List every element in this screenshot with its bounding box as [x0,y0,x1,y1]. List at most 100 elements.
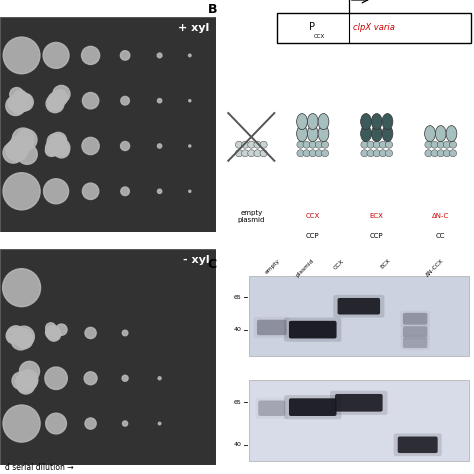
Ellipse shape [449,150,456,157]
Text: CCX: CCX [314,34,325,38]
Ellipse shape [449,141,456,148]
Circle shape [44,179,69,204]
Ellipse shape [254,150,261,157]
Circle shape [56,324,67,335]
Ellipse shape [437,141,444,148]
Circle shape [48,92,64,108]
Ellipse shape [425,126,435,142]
Circle shape [14,326,34,347]
Circle shape [16,374,31,390]
Circle shape [189,54,191,57]
Ellipse shape [361,150,368,157]
Circle shape [18,370,38,389]
Circle shape [3,37,40,74]
Circle shape [12,372,29,390]
Ellipse shape [373,150,380,157]
FancyBboxPatch shape [254,317,290,338]
Circle shape [45,367,67,390]
Text: CCP: CCP [370,233,383,239]
Circle shape [51,99,63,110]
Circle shape [6,140,26,160]
Ellipse shape [385,150,392,157]
Circle shape [46,413,66,434]
Ellipse shape [318,126,329,142]
Circle shape [46,327,57,337]
Circle shape [11,331,30,350]
Ellipse shape [307,114,318,129]
Ellipse shape [318,114,329,129]
Circle shape [158,422,161,425]
FancyBboxPatch shape [258,401,285,416]
Ellipse shape [307,126,318,142]
Circle shape [2,269,41,307]
Circle shape [54,142,69,158]
Ellipse shape [248,150,255,157]
Circle shape [9,136,29,155]
Text: clpX varia: clpX varia [353,23,394,32]
FancyBboxPatch shape [335,394,383,411]
Ellipse shape [431,141,438,148]
Circle shape [19,361,39,382]
Circle shape [11,100,26,114]
Circle shape [21,374,37,390]
Circle shape [14,331,29,346]
Ellipse shape [242,150,249,157]
Ellipse shape [373,141,380,148]
Circle shape [47,328,61,341]
Ellipse shape [309,150,316,157]
Circle shape [17,332,33,348]
Circle shape [82,46,100,64]
Ellipse shape [321,141,328,148]
Circle shape [50,132,67,149]
Ellipse shape [437,150,444,157]
Ellipse shape [297,126,307,142]
Ellipse shape [303,141,310,148]
Ellipse shape [443,150,450,157]
Ellipse shape [248,141,255,148]
Circle shape [189,100,191,102]
Circle shape [48,99,60,111]
Circle shape [52,90,68,106]
FancyBboxPatch shape [403,326,428,337]
Text: 40: 40 [233,327,241,332]
Ellipse shape [361,141,368,148]
Circle shape [189,190,191,192]
Circle shape [43,43,69,68]
Text: B: B [208,2,217,16]
FancyBboxPatch shape [289,321,337,338]
FancyBboxPatch shape [333,295,384,318]
Circle shape [46,323,56,333]
Text: d serial dilution →: d serial dilution → [5,463,73,472]
Ellipse shape [435,126,446,142]
Ellipse shape [367,150,374,157]
Ellipse shape [446,126,457,142]
FancyBboxPatch shape [255,398,288,419]
Circle shape [16,129,37,150]
FancyBboxPatch shape [398,437,438,453]
Circle shape [48,326,59,337]
Circle shape [85,328,96,338]
FancyBboxPatch shape [400,324,430,339]
FancyBboxPatch shape [284,318,341,342]
Text: C: C [208,258,217,271]
Ellipse shape [297,150,304,157]
Circle shape [13,90,27,104]
Circle shape [3,143,24,163]
Circle shape [53,139,70,156]
FancyBboxPatch shape [284,395,341,419]
FancyBboxPatch shape [403,337,428,348]
Ellipse shape [379,150,386,157]
Text: empty: empty [264,258,281,275]
Ellipse shape [254,141,261,148]
Text: ECX: ECX [370,213,383,219]
Circle shape [157,144,162,148]
Circle shape [122,421,128,426]
Ellipse shape [382,114,393,129]
Text: - xyl: - xyl [182,255,209,265]
FancyBboxPatch shape [330,391,387,415]
Circle shape [85,418,96,429]
Circle shape [7,326,25,344]
Circle shape [3,173,40,210]
Circle shape [16,329,32,346]
Circle shape [157,53,162,58]
